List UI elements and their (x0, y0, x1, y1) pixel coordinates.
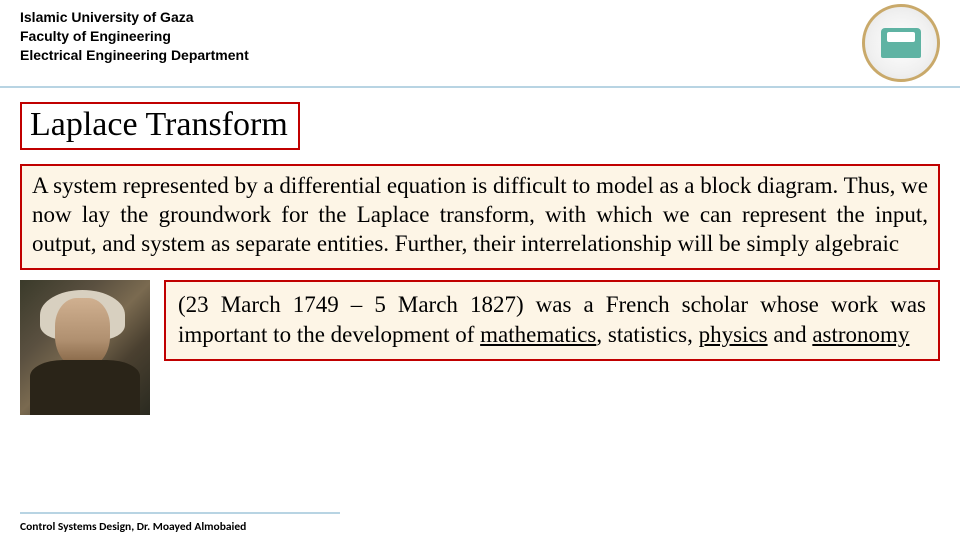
footer-text: Control Systems Design, Dr. Moayed Almob… (20, 520, 340, 534)
slide-title-box: Laplace Transform (20, 102, 300, 150)
page-header: Islamic University of Gaza Faculty of En… (0, 0, 960, 88)
bio-link-physics[interactable]: physics (699, 322, 768, 347)
bio-text-sep2: and (768, 322, 813, 347)
institution-block: Islamic University of Gaza Faculty of En… (20, 8, 249, 65)
page-footer: Control Systems Design, Dr. Moayed Almob… (20, 516, 340, 534)
bio-text-sep1: , statistics, (596, 322, 698, 347)
bio-link-astronomy[interactable]: astronomy (812, 322, 909, 347)
bio-row: (23 March 1749 – 5 March 1827) was a Fre… (20, 280, 940, 415)
laplace-portrait-icon (20, 280, 150, 415)
university-name: Islamic University of Gaza (20, 8, 249, 27)
main-paragraph-box: A system represented by a differential e… (20, 164, 940, 270)
department-name: Electrical Engineering Department (20, 46, 249, 65)
university-logo-icon (862, 4, 940, 82)
bio-box: (23 March 1749 – 5 March 1827) was a Fre… (164, 280, 940, 361)
faculty-name: Faculty of Engineering (20, 27, 249, 46)
bio-paragraph: (23 March 1749 – 5 March 1827) was a Fre… (178, 290, 926, 349)
bio-link-mathematics[interactable]: mathematics (480, 322, 596, 347)
slide-title: Laplace Transform (30, 106, 288, 144)
main-paragraph: A system represented by a differential e… (32, 172, 928, 258)
